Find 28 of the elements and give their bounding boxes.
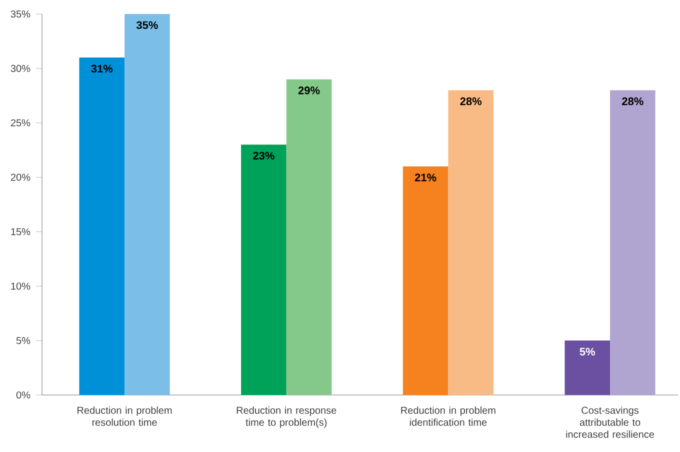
bar (402, 166, 448, 395)
y-tick-label: 0% (16, 391, 30, 399)
x-tick-label: Reduction in response time to problem(s) (236, 406, 336, 428)
bar (124, 14, 170, 395)
x-tick-label: Reduction in problem resolution time (78, 406, 172, 426)
data-label: 21% (414, 174, 436, 182)
y-tick-label: 5% (16, 337, 30, 344)
x-tick-label: Cost-savings attributable to increased resilience (566, 406, 654, 438)
x-tick-label: Reduction in problem identification time (401, 406, 496, 426)
data-label: 28% (622, 97, 644, 106)
data-label: 23% (253, 152, 274, 160)
bar (610, 90, 656, 395)
data-label: 31% (91, 64, 113, 73)
data-label: 35% (136, 21, 158, 30)
data-label: 29% (298, 86, 320, 94)
bar (286, 79, 332, 395)
y-tick-label: 20% (10, 174, 30, 181)
data-label: 5% (580, 348, 596, 356)
y-tick-label: 25% (10, 119, 30, 126)
bar (241, 144, 286, 395)
y-tick-label: 30% (10, 64, 30, 72)
bar (448, 90, 494, 395)
y-tick-label: 15% (11, 228, 30, 236)
y-tick-label: 35% (10, 10, 30, 18)
bar (79, 58, 125, 395)
bar (564, 340, 610, 395)
y-tick-label: 10% (11, 282, 30, 290)
data-label: 28% (460, 97, 482, 106)
